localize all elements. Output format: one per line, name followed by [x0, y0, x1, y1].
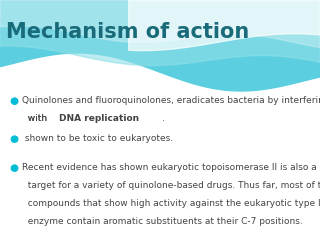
Text: Quinolones and fluoroquinolones, eradicates bacteria by interfering: Quinolones and fluoroquinolones, eradica…	[22, 96, 320, 105]
Text: ●: ●	[10, 163, 19, 173]
Text: with: with	[22, 114, 51, 123]
Text: enzyme contain aromatic substituents at their C-7 positions.: enzyme contain aromatic substituents at …	[22, 217, 303, 226]
Text: .: .	[162, 114, 165, 123]
Text: with: with	[22, 114, 51, 123]
Text: ●: ●	[10, 96, 19, 106]
Text: Recent evidence has shown eukaryotic topoisomerase II is also a: Recent evidence has shown eukaryotic top…	[22, 163, 317, 172]
Text: shown to be toxic to eukaryotes.: shown to be toxic to eukaryotes.	[22, 134, 173, 144]
Text: compounds that show high activity against the eukaryotic type II: compounds that show high activity agains…	[22, 199, 320, 208]
Text: DNA replication: DNA replication	[59, 114, 139, 123]
Text: target for a variety of quinolone-based drugs. Thus far, most of the: target for a variety of quinolone-based …	[22, 181, 320, 190]
Text: Mechanism of action: Mechanism of action	[6, 22, 250, 42]
Text: ●: ●	[10, 134, 19, 144]
